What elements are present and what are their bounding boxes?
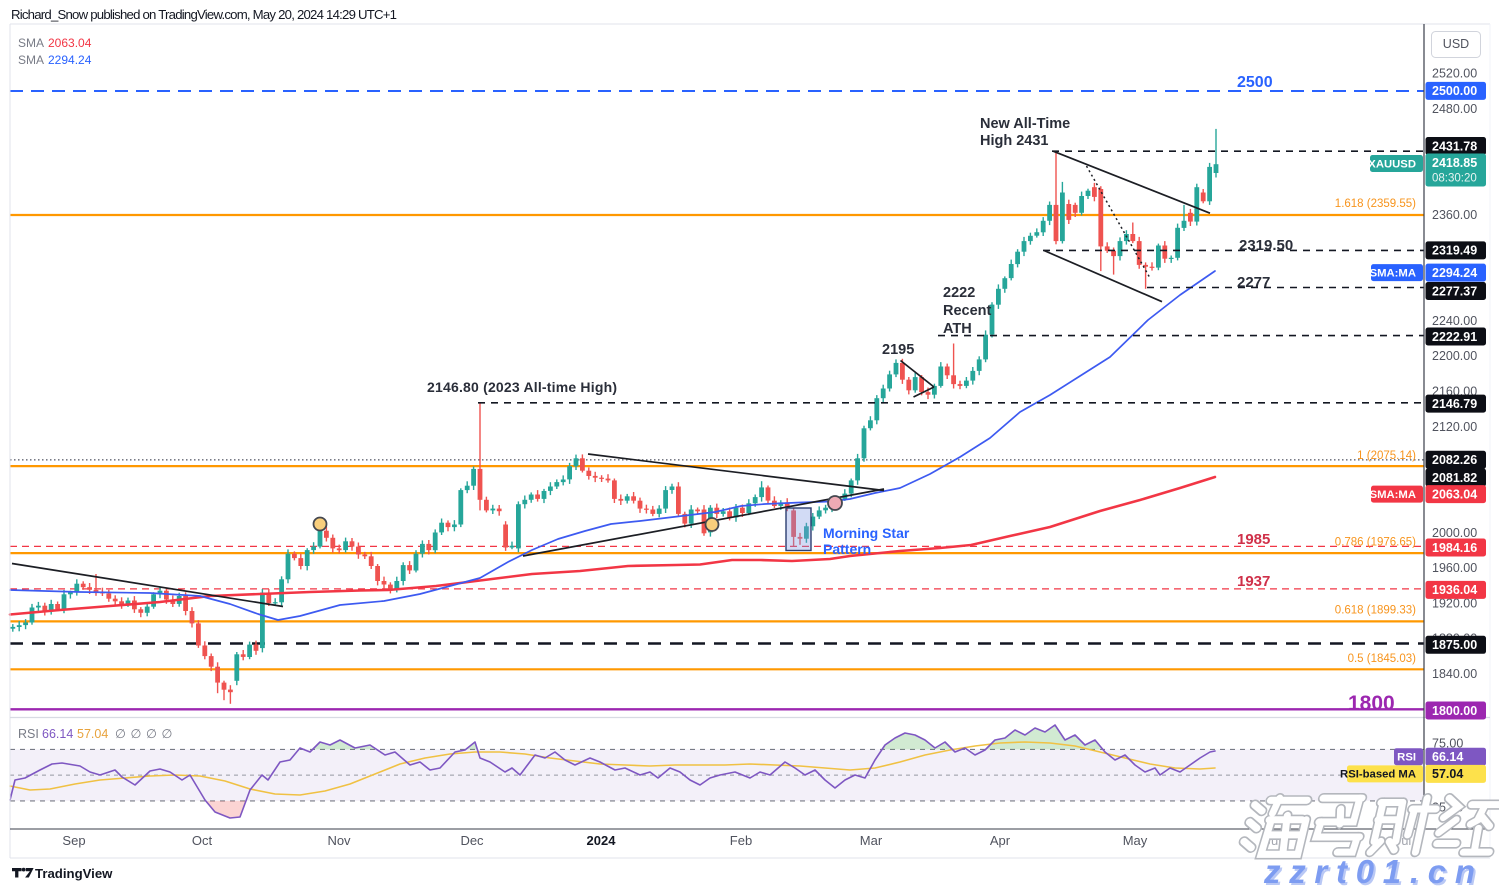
svg-text:2418.85: 2418.85 — [1432, 156, 1477, 170]
svg-text:RSI: RSI — [18, 727, 39, 741]
svg-text:1937: 1937 — [1237, 573, 1270, 590]
svg-text:2277: 2277 — [1237, 274, 1270, 291]
svg-text:66.14: 66.14 — [1432, 750, 1463, 764]
svg-text:2063.04: 2063.04 — [1432, 487, 1477, 501]
svg-text:Dec: Dec — [460, 833, 484, 848]
svg-text:Pattern: Pattern — [823, 541, 871, 557]
svg-text:2081.82: 2081.82 — [1432, 471, 1477, 485]
svg-text:1984.16: 1984.16 — [1432, 541, 1477, 555]
svg-text:2222: 2222 — [943, 285, 975, 301]
svg-text:Morning Star: Morning Star — [823, 525, 910, 541]
svg-text:Recent: Recent — [943, 303, 992, 319]
svg-text:2294.24: 2294.24 — [48, 53, 92, 67]
svg-text:1.618 (2359.55): 1.618 (2359.55) — [1335, 198, 1416, 210]
svg-text:75.00: 75.00 — [1432, 736, 1463, 750]
svg-text:ATH: ATH — [943, 321, 972, 337]
svg-text:Mar: Mar — [860, 833, 883, 848]
svg-text:RSI: RSI — [1397, 752, 1416, 764]
svg-text:2277.37: 2277.37 — [1432, 284, 1477, 298]
svg-text:RSI-based MA: RSI-based MA — [1340, 769, 1416, 781]
svg-text:2240.00: 2240.00 — [1432, 314, 1477, 328]
svg-text:Oct: Oct — [192, 833, 213, 848]
svg-text:2500: 2500 — [1237, 74, 1273, 91]
svg-text:Feb: Feb — [730, 833, 752, 848]
svg-text:0.618 (1899.33): 0.618 (1899.33) — [1335, 605, 1416, 617]
svg-text:Richard_Snow published on Trad: Richard_Snow published on TradingView.co… — [11, 7, 397, 22]
svg-text:2000.00: 2000.00 — [1432, 526, 1477, 540]
svg-text:Sep: Sep — [62, 833, 85, 848]
svg-text:08:30:20: 08:30:20 — [1432, 173, 1477, 185]
svg-text:USD: USD — [1443, 37, 1469, 51]
svg-text:2082.26: 2082.26 — [1432, 453, 1477, 467]
svg-text:SMA:MA: SMA:MA — [1370, 489, 1416, 501]
svg-text:66.14: 66.14 — [42, 727, 73, 741]
svg-text:SMA: SMA — [18, 53, 44, 67]
svg-text:New All-Time: New All-Time — [980, 116, 1070, 132]
svg-text:2063.04: 2063.04 — [48, 36, 92, 50]
svg-text:1800: 1800 — [1348, 692, 1395, 715]
svg-text:2200.00: 2200.00 — [1432, 349, 1477, 363]
svg-text:1840.00: 1840.00 — [1432, 667, 1477, 681]
svg-text:1 (2075.14): 1 (2075.14) — [1357, 450, 1416, 462]
svg-text:∅: ∅ — [146, 727, 157, 741]
svg-text:TradingView: TradingView — [35, 866, 113, 881]
svg-text:XAUUSD: XAUUSD — [1368, 158, 1416, 170]
svg-text:2520.00: 2520.00 — [1432, 67, 1477, 81]
svg-text:1936.04: 1936.04 — [1432, 583, 1477, 597]
svg-text:1960.00: 1960.00 — [1432, 561, 1477, 575]
svg-text:0.5 (1845.03): 0.5 (1845.03) — [1348, 653, 1417, 665]
svg-text:2120.00: 2120.00 — [1432, 420, 1477, 434]
svg-text:zzrt01.cn: zzrt01.cn — [1263, 853, 1480, 890]
svg-text:zzrt01.cn: zzrt01.cn — [1265, 855, 1482, 891]
svg-text:2146.79: 2146.79 — [1432, 397, 1477, 411]
svg-text:∅: ∅ — [115, 727, 126, 741]
svg-text:2319.49: 2319.49 — [1432, 244, 1477, 258]
svg-text:2195: 2195 — [882, 342, 914, 358]
svg-text:2024: 2024 — [587, 833, 617, 848]
svg-text:Nov: Nov — [327, 833, 351, 848]
svg-text:2146.80 (2023 All-time High): 2146.80 (2023 All-time High) — [427, 379, 617, 395]
svg-text:1800.00: 1800.00 — [1432, 704, 1477, 718]
svg-text:Apr: Apr — [990, 833, 1011, 848]
svg-text:2431.78: 2431.78 — [1432, 139, 1477, 153]
svg-text:2294.24: 2294.24 — [1432, 266, 1477, 280]
svg-text:1920.00: 1920.00 — [1432, 596, 1477, 610]
svg-text:1875.00: 1875.00 — [1432, 638, 1477, 652]
svg-text:2222.91: 2222.91 — [1432, 330, 1477, 344]
svg-text:SMA: SMA — [18, 36, 44, 50]
svg-text:2319.50: 2319.50 — [1239, 237, 1293, 254]
svg-text:2360.00: 2360.00 — [1432, 208, 1477, 222]
svg-text:0.786 (1976.65): 0.786 (1976.65) — [1335, 537, 1416, 549]
svg-text:57.04: 57.04 — [77, 727, 108, 741]
svg-text:∅: ∅ — [131, 727, 142, 741]
svg-text:SMA:MA: SMA:MA — [1370, 267, 1416, 279]
svg-text:57.04: 57.04 — [1432, 767, 1463, 781]
svg-text:∅: ∅ — [162, 727, 173, 741]
svg-text:High 2431: High 2431 — [980, 133, 1049, 149]
svg-text:2500.00: 2500.00 — [1432, 84, 1477, 98]
svg-text:May: May — [1123, 833, 1148, 848]
svg-text:2480.00: 2480.00 — [1432, 102, 1477, 116]
svg-text:1985: 1985 — [1237, 531, 1270, 548]
